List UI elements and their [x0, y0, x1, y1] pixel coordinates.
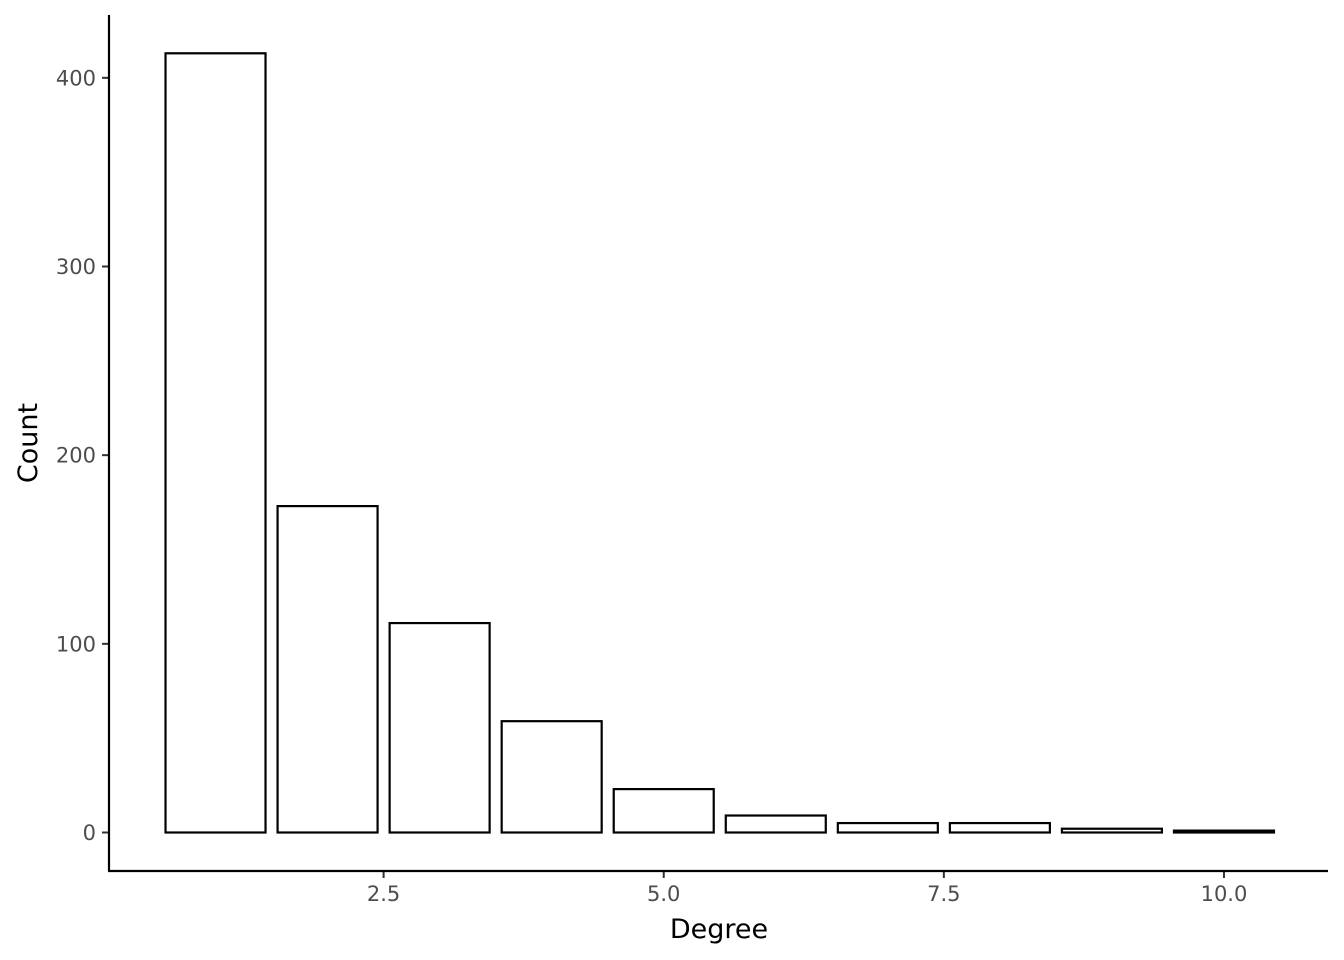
bar-degree-3 — [388, 621, 491, 834]
y-tick-label: 100 — [56, 632, 96, 656]
y-tick-label: 400 — [56, 66, 96, 90]
bar-degree-6 — [724, 814, 827, 834]
bar-degree-5 — [612, 788, 715, 834]
y-tick-label: 300 — [56, 255, 96, 279]
x-tick-label: 2.5 — [367, 882, 400, 906]
x-axis-ticks: 2.5 5.0 7.5 10.0 — [367, 871, 1247, 906]
bar-degree-9 — [1060, 827, 1164, 834]
y-axis-ticks: 0 100 200 300 400 — [56, 66, 109, 845]
bar-degree-10 — [1172, 829, 1276, 834]
y-tick-label: 200 — [56, 444, 96, 468]
bar-degree-2 — [276, 505, 379, 834]
bar-degree-8 — [948, 821, 1051, 834]
bars-group — [164, 52, 1276, 834]
x-tick-label: 5.0 — [647, 882, 680, 906]
bar-degree-7 — [836, 821, 939, 834]
x-tick-label: 10.0 — [1201, 882, 1248, 906]
x-axis-title: Degree — [670, 914, 768, 945]
x-tick-label: 7.5 — [927, 882, 960, 906]
bar-degree-1 — [164, 52, 267, 834]
y-axis-title: Count — [13, 403, 44, 483]
y-tick-label: 0 — [83, 821, 96, 845]
bar-degree-4 — [500, 720, 603, 834]
